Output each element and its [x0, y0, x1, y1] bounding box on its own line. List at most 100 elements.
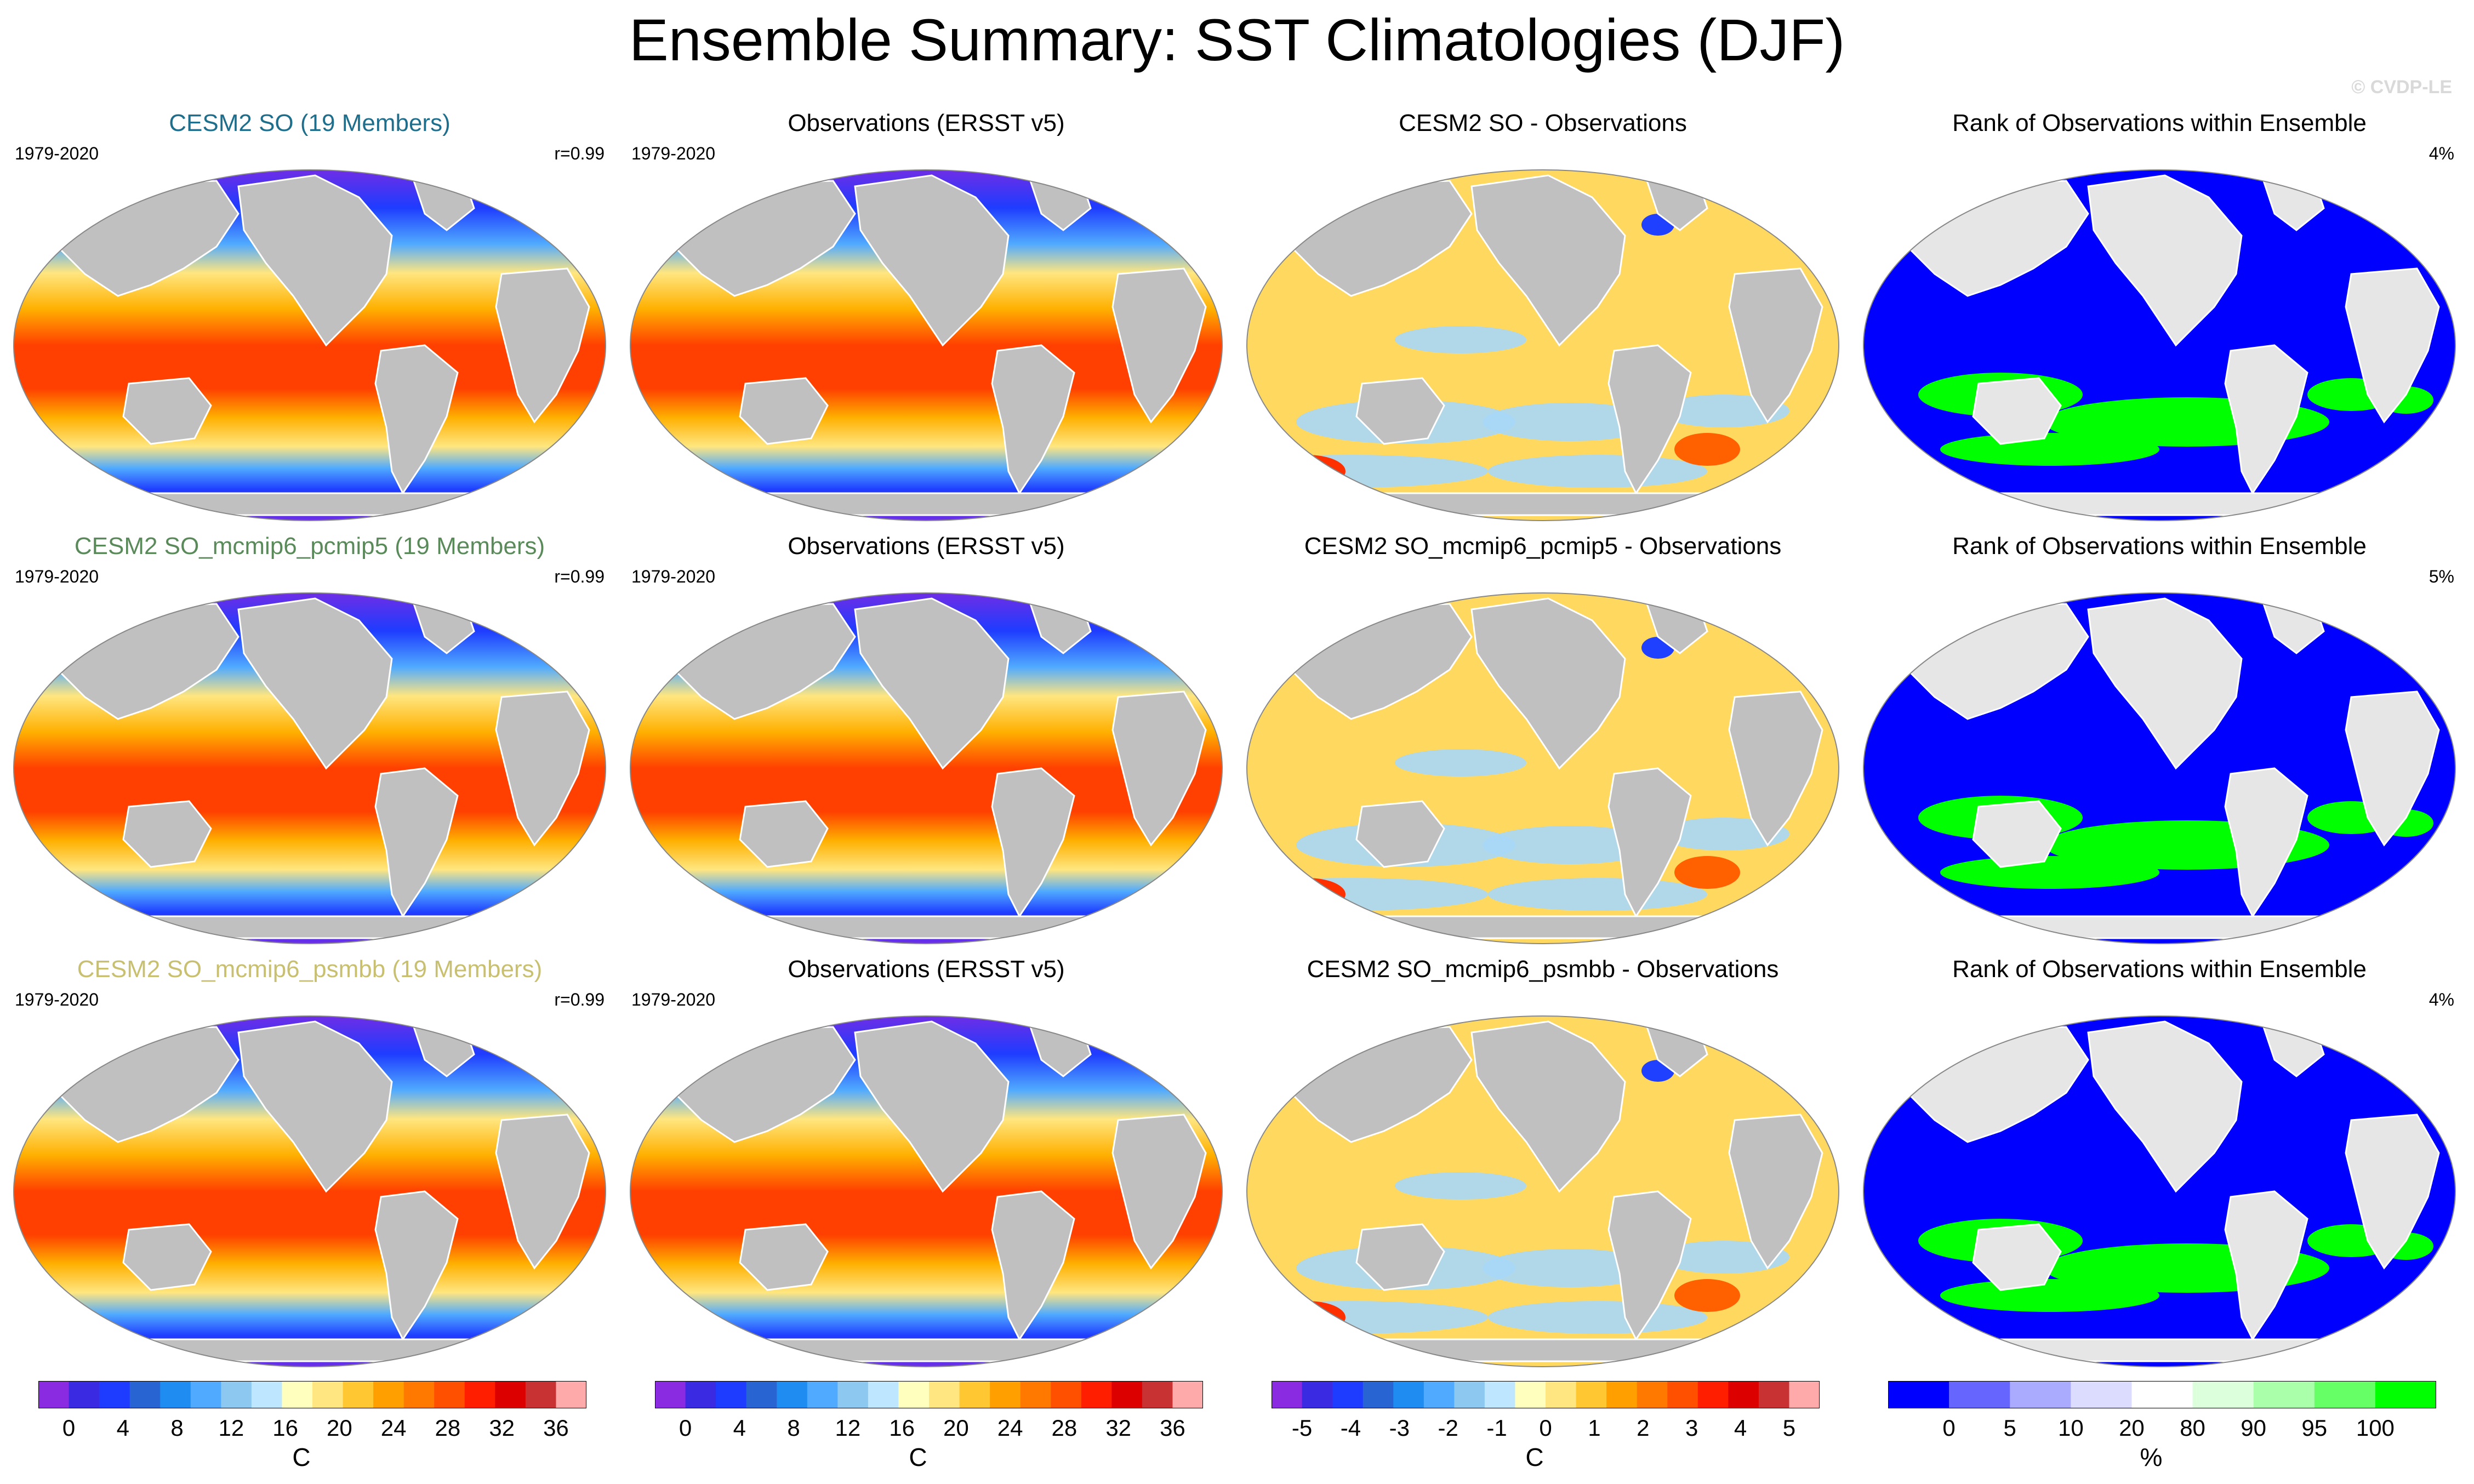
colorbar-swatch [1789, 1381, 1820, 1408]
colorbar-swatch [990, 1381, 1021, 1408]
colorbar-tick-label: 32 [1105, 1415, 1132, 1441]
land-north-america [854, 597, 1010, 770]
colorbar-tick-label: -3 [1389, 1415, 1410, 1441]
colorbar-swatch [2253, 1381, 2315, 1408]
credit-watermark: © CVDP-LE [2351, 77, 2452, 98]
colorbar-swatch [129, 1381, 161, 1408]
land-australia [122, 800, 212, 868]
colorbar-swatch [282, 1381, 313, 1408]
model-panel-title: CESM2 SO (19 Members) [169, 110, 451, 136]
colorbar-swatch [1020, 1381, 1051, 1408]
land-antarctica [1889, 492, 2430, 516]
colorbar-tick-label: 5 [2003, 1415, 2016, 1441]
colorbar-swatch [1515, 1381, 1546, 1408]
rank-panel-title: Rank of Observations within Ensemble [1952, 110, 2367, 136]
land-antarctica [39, 1338, 580, 1362]
colorbar-unit-label: C [292, 1443, 311, 1471]
colorbar-swatch [1142, 1381, 1173, 1408]
colorbar-swatch [716, 1381, 747, 1408]
colorbar-swatch [807, 1381, 838, 1408]
land-south-america [1607, 344, 1692, 495]
land-north-america [237, 174, 393, 347]
colorbar-tick-label: 24 [380, 1415, 407, 1441]
land-africa [2345, 267, 2440, 424]
colorbar-tick-label: 5 [1782, 1415, 1796, 1441]
land-antarctica [655, 915, 1197, 939]
rank-percent-label: 4% [2429, 144, 2454, 163]
colorbar-swatch [1081, 1381, 1112, 1408]
land-australia [1972, 377, 2062, 445]
land-australia [122, 1223, 212, 1291]
land-south-america [991, 767, 1075, 918]
colorbar-swatch [1606, 1381, 1638, 1408]
period-label: 1979-2020 [631, 567, 716, 586]
period-label: 1979-2020 [15, 567, 99, 586]
land-south-america [374, 344, 459, 495]
colorbar-4: 0 5 10 20 80 90 95 100% [1888, 1381, 2436, 1480]
colorbar-swatch [959, 1381, 990, 1408]
land-north-america [237, 1020, 393, 1193]
rank-panel-title: Rank of Observations within Ensemble [1952, 956, 2367, 983]
colorbar-swatch [160, 1381, 191, 1408]
colorbar-swatch [464, 1381, 495, 1408]
land-north-america [1470, 1020, 1626, 1193]
cool-bias-region [1395, 749, 1526, 777]
diff-panel-1: CESM2 SO - Observations [1241, 110, 1844, 532]
cool-bias-region [1488, 455, 1707, 488]
colorbar-swatch [746, 1381, 777, 1408]
period-label: 1979-2020 [15, 144, 99, 163]
map-border [1246, 1015, 1839, 1367]
colorbar-swatch [1423, 1381, 1455, 1408]
land-australia [1355, 377, 1445, 445]
colorbar-swatch [2131, 1381, 2193, 1408]
colorbar-swatch [1637, 1381, 1668, 1408]
model-map [13, 169, 606, 521]
rank-panel-2: Rank of Observations within Ensemble 5% [1858, 533, 2461, 955]
pattern-correlation-label: r=0.99 [554, 144, 605, 163]
bias-hotspot [1674, 856, 1740, 889]
model-panel-3: CESM2 SO_mcmip6_psmbb (19 Members) 1979-2… [8, 956, 611, 1378]
colorbar-swatch [38, 1381, 70, 1408]
map-border [1863, 169, 2456, 521]
colorbar-swatch [1454, 1381, 1485, 1408]
colorbar-tick-label: 0 [1942, 1415, 1956, 1441]
colorbar-swatch [343, 1381, 374, 1408]
colorbar-swatch [1697, 1381, 1729, 1408]
colorbar-unit-label: C [909, 1443, 927, 1471]
land-antarctica [655, 1338, 1197, 1362]
colorbar-swatch [1363, 1381, 1394, 1408]
high-rank-region [1940, 1279, 2159, 1312]
colorbar-unit-label: C [1525, 1443, 1544, 1471]
land-antarctica [1272, 492, 1814, 516]
map-border [630, 169, 1223, 521]
colorbar-tick-label: 16 [272, 1415, 298, 1441]
colorbar-swatch [1484, 1381, 1515, 1408]
land-south-america [991, 344, 1075, 495]
colorbar-tick-label: 36 [1160, 1415, 1185, 1441]
map-border [630, 592, 1223, 944]
land-south-america [991, 1190, 1075, 1341]
obs-panel-1: Observations (ERSST v5) 1979-2020 [625, 110, 1228, 532]
colorbar-swatch [1949, 1381, 2010, 1408]
obs-map [630, 592, 1223, 944]
colorbar-swatch [868, 1381, 899, 1408]
colorbar-swatch [1728, 1381, 1759, 1408]
colorbar-tick-label: -1 [1486, 1415, 1507, 1441]
colorbar-swatch [2192, 1381, 2254, 1408]
map-border [1863, 592, 2456, 944]
map-border [1246, 169, 1839, 521]
period-label: 1979-2020 [631, 990, 716, 1009]
map-border [1246, 592, 1839, 944]
colorbar-swatch [221, 1381, 252, 1408]
colorbar-swatch [403, 1381, 435, 1408]
land-antarctica [1889, 915, 2430, 939]
land-south-america [1607, 1190, 1692, 1341]
colorbar-tick-label: -2 [1438, 1415, 1458, 1441]
land-north-america [854, 1020, 1010, 1193]
cool-bias-region [1395, 1172, 1526, 1200]
land-north-america [237, 597, 393, 770]
colorbar-swatch [777, 1381, 808, 1408]
colorbar-swatch [1758, 1381, 1789, 1408]
colorbar-swatch [2375, 1381, 2436, 1408]
land-africa [495, 1114, 590, 1270]
